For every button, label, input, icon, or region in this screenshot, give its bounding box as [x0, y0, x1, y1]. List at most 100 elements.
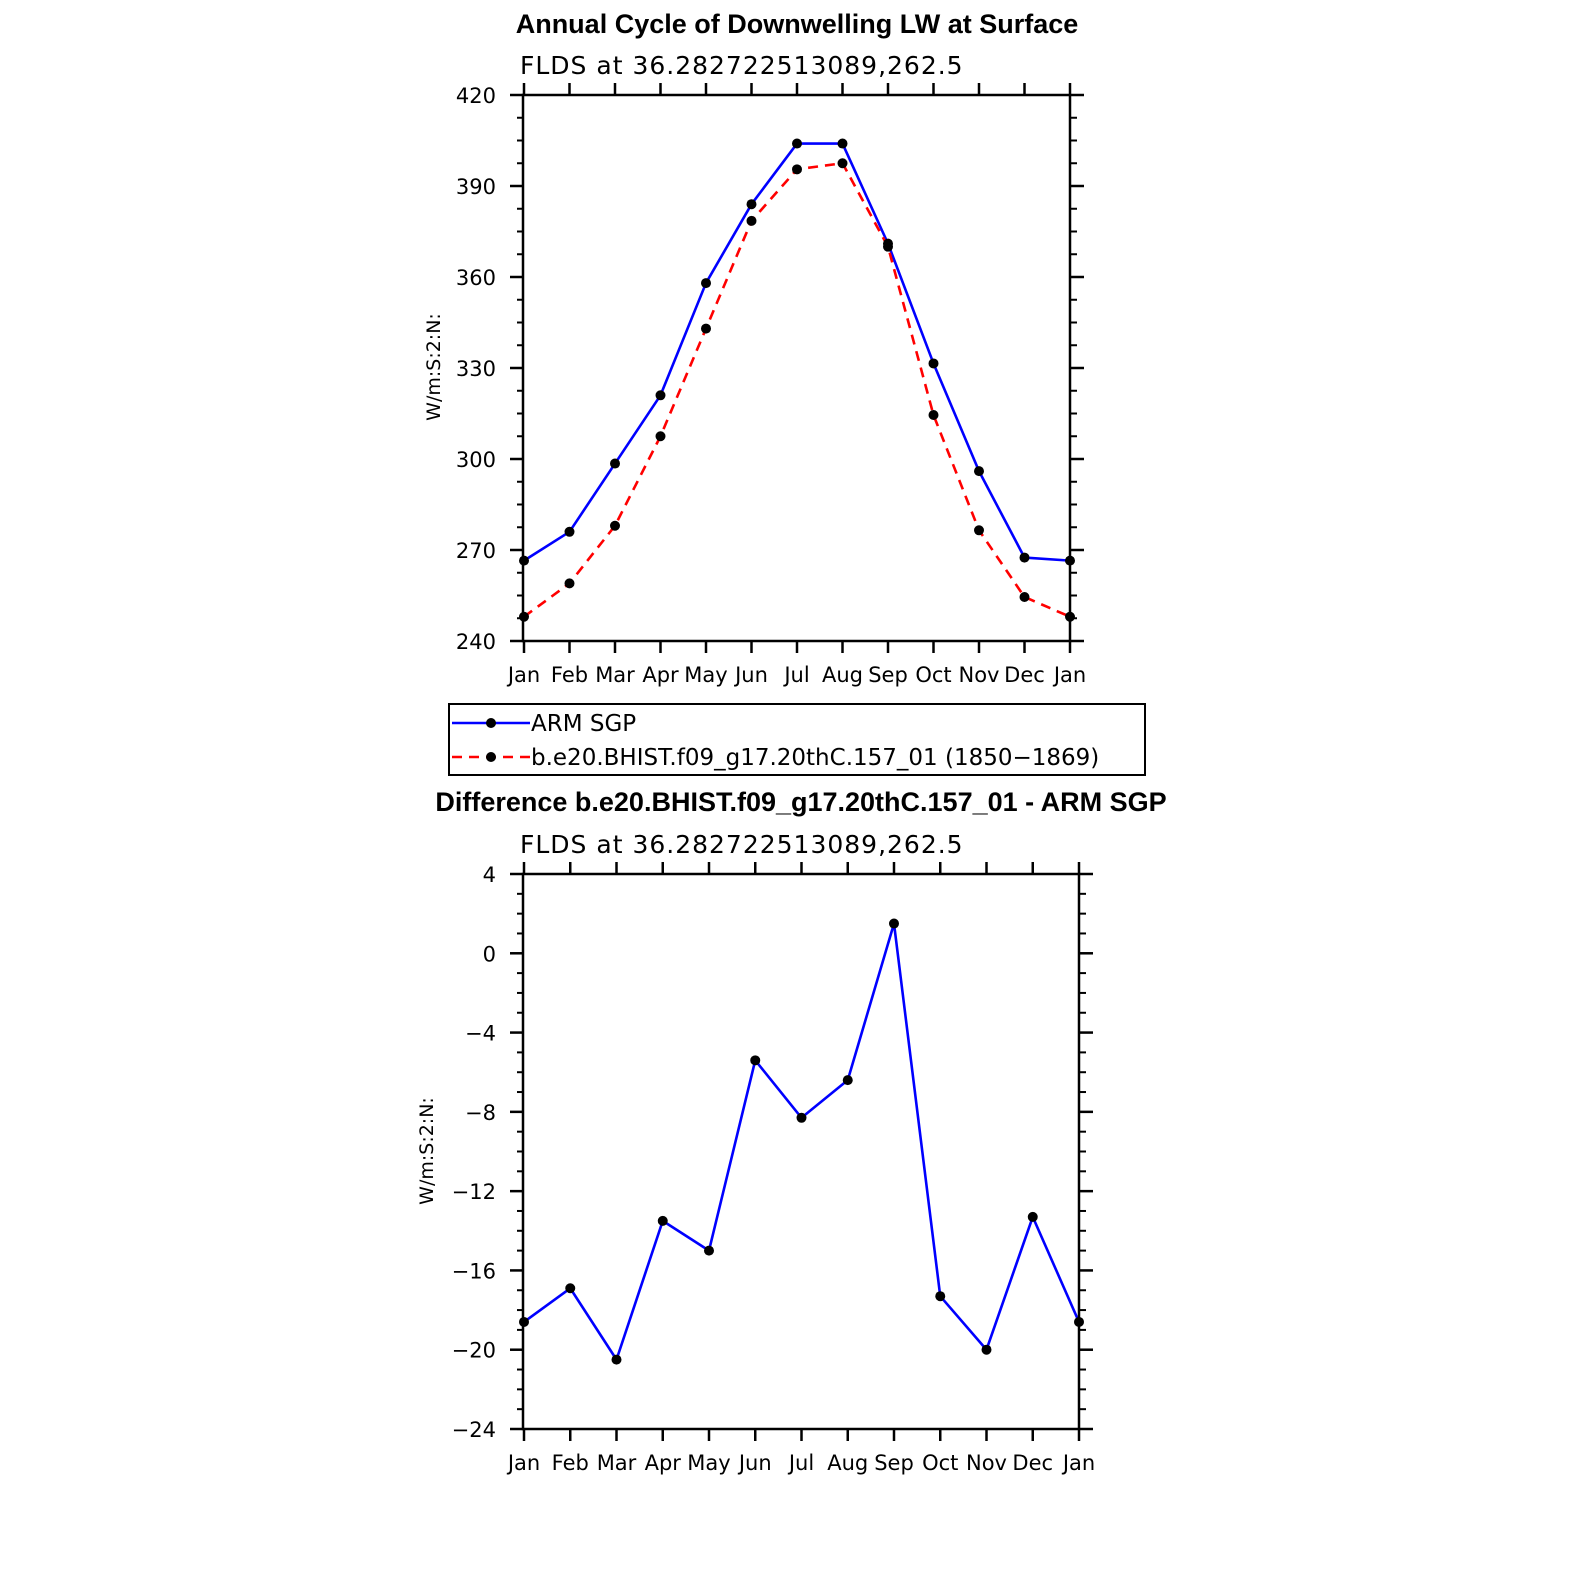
x-tick-label: Jun: [733, 663, 768, 687]
series-1-point: [611, 1354, 622, 1365]
x-tick-label: Jun: [737, 1451, 772, 1475]
y-tick-label: −8: [465, 1101, 496, 1125]
chart1-plot-frame: [521, 93, 1072, 643]
series-1-point: [837, 138, 848, 149]
chart2-title: Difference b.e20.BHIST.f09_g17.20thC.157…: [435, 787, 1166, 817]
series-2-point: [610, 520, 620, 531]
x-tick-label: May: [687, 1451, 730, 1475]
legend: ARM SGP b.e20.BHIST.f09_g17.20thC.157_01…: [448, 703, 1146, 776]
y-tick-label: 330: [456, 357, 496, 381]
x-tick-label: Feb: [552, 1451, 589, 1475]
series-1-point: [1027, 1211, 1038, 1222]
series-1-point: [610, 458, 620, 469]
legend-box: [448, 703, 1146, 776]
x-tick-label: Dec: [1004, 663, 1045, 687]
y-tick-label: −20: [452, 1339, 496, 1363]
chart1-ylabel: W/m:S:2:N:: [423, 313, 445, 421]
x-tick-label: Jan: [1061, 1451, 1095, 1475]
y-tick-label: 240: [456, 630, 496, 654]
series-1-point: [1019, 552, 1030, 563]
y-tick-label: −16: [452, 1259, 496, 1283]
series-1-point: [796, 1112, 807, 1123]
series-1-point: [701, 278, 711, 289]
y-tick-label: 300: [456, 448, 496, 472]
x-tick-label: Dec: [1012, 1451, 1053, 1475]
series-line-2: [523, 161, 1071, 618]
series-2-point: [1019, 592, 1030, 603]
legend-label-arm-sgp: ARM SGP: [531, 711, 636, 737]
x-tick-label: Sep: [874, 1451, 914, 1475]
series-1-point: [981, 1344, 992, 1355]
x-tick-label: Oct: [922, 1451, 958, 1475]
series-1-point: [655, 390, 666, 401]
x-tick-label: Apr: [645, 1451, 682, 1475]
chart2-series: [519, 918, 1084, 1365]
x-tick-label: Nov: [966, 1451, 1007, 1475]
series-2-point: [792, 164, 802, 175]
x-tick-label: May: [684, 663, 727, 687]
y-tick-label: −4: [465, 1022, 496, 1046]
x-tick-label: Aug: [822, 663, 863, 687]
y-tick-label: 0: [483, 942, 496, 966]
series-2-point: [928, 410, 939, 421]
chart2-y-tick-labels: −24 −20 −16 −12 −8 −4 0 4: [452, 863, 496, 1442]
series-1-point: [750, 1055, 761, 1066]
x-tick-label: Jan: [506, 1451, 540, 1475]
chart2-ticks: [510, 862, 1093, 1441]
legend-label-model: b.e20.BHIST.f09_g17.20thC.157_01 (1850−1…: [531, 745, 1099, 771]
chart1-title: Annual Cycle of Downwelling LW at Surfac…: [516, 9, 1079, 39]
y-tick-label: 360: [456, 266, 496, 290]
x-tick-label: Jan: [1052, 663, 1086, 687]
series-1-point: [935, 1291, 946, 1302]
x-tick-label: Mar: [597, 1451, 637, 1475]
series-line-1: [523, 142, 1071, 562]
y-tick-label: 270: [456, 539, 496, 563]
series-1-point: [928, 358, 939, 369]
x-tick-label: Jan: [506, 663, 540, 687]
x-tick-label: Aug: [827, 1451, 868, 1475]
chart1-series: [519, 138, 1075, 622]
series-1-point: [657, 1215, 668, 1226]
series-2-point: [564, 578, 575, 589]
series-1-point: [704, 1245, 714, 1256]
x-tick-label: Jul: [787, 1451, 814, 1475]
y-tick-label: 4: [483, 863, 496, 887]
series-2-point: [883, 241, 893, 252]
chart2-plot-frame: [521, 872, 1081, 1431]
series-line-1: [523, 922, 1081, 1361]
x-tick-label: Mar: [595, 663, 635, 687]
series-2-point: [837, 158, 848, 169]
x-tick-label: Sep: [868, 663, 908, 687]
series-1-point: [564, 526, 575, 537]
x-tick-label: Apr: [642, 663, 679, 687]
chart1-subtitle: FLDS at 36.282722513089,262.5: [520, 51, 964, 80]
series-2-point: [974, 525, 984, 536]
chart2-ylabel: W/m:S:2:N:: [416, 1097, 438, 1205]
series-1-point: [746, 199, 757, 210]
y-tick-label: −24: [452, 1418, 496, 1442]
annual-cycle-chart: Annual Cycle of Downwelling LW at Surfac…: [423, 9, 1086, 687]
series-2-point: [701, 323, 711, 334]
series-2-point: [746, 215, 757, 226]
x-tick-label: Nov: [959, 663, 1000, 687]
chart2-subtitle: FLDS at 36.282722513089,262.5: [520, 830, 964, 859]
difference-chart: Difference b.e20.BHIST.f09_g17.20thC.157…: [416, 787, 1167, 1475]
y-tick-label: 390: [456, 175, 496, 199]
legend-marker-model: [486, 752, 496, 762]
series-1-point: [974, 466, 984, 477]
x-tick-label: Feb: [551, 663, 588, 687]
x-tick-label: Oct: [915, 663, 951, 687]
series-1-point: [889, 918, 899, 929]
chart1-x-tick-labels: Jan Feb Mar Apr May Jun Jul Aug Sep Oct Nov Dec Jan: [506, 663, 1086, 687]
chart1-y-tick-labels: 240 270 300 330 360 390 420: [456, 84, 496, 654]
legend-marker-arm-sgp: [486, 718, 496, 728]
series-1-point: [565, 1283, 576, 1294]
legend-entry-model: b.e20.BHIST.f09_g17.20thC.157_01 (1850−1…: [452, 745, 1099, 771]
y-tick-label: −12: [452, 1180, 496, 1204]
series-1-point: [842, 1075, 853, 1086]
series-2-point: [655, 431, 666, 442]
legend-entry-arm-sgp: ARM SGP: [452, 711, 636, 737]
series-1-point: [792, 138, 802, 149]
x-tick-label: Jul: [782, 663, 809, 687]
